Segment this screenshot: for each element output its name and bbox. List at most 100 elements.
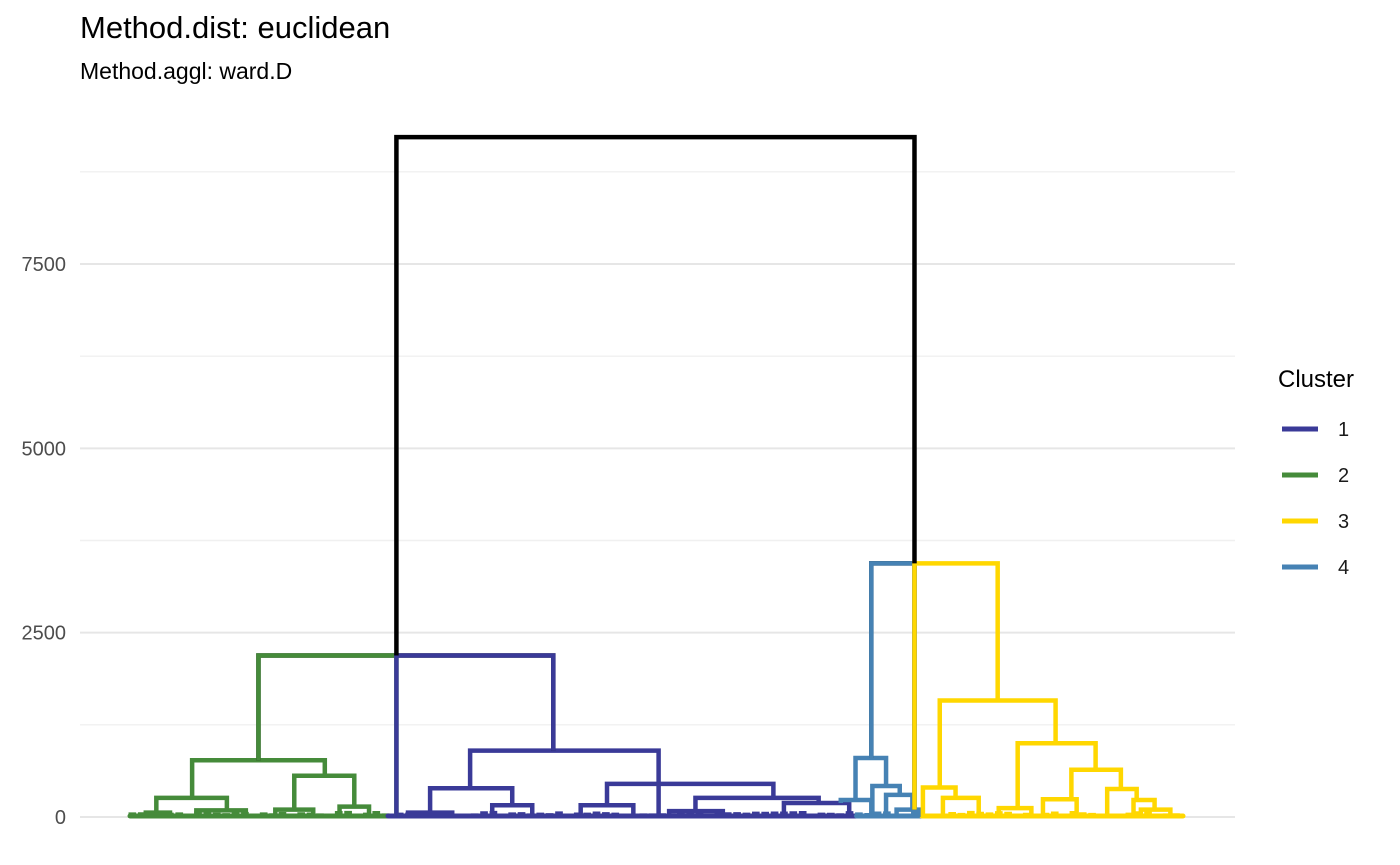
- leaf-branch: [1088, 812, 1096, 816]
- cluster-4-branch: [869, 561, 917, 810]
- cluster-3-branch: [912, 561, 1000, 810]
- leaf-branch: [826, 812, 835, 816]
- cluster-3-branch: [920, 785, 958, 817]
- cluster-1-branch: [693, 795, 821, 812]
- dendrogram-branches: [143, 134, 1173, 817]
- leaf-branch: [156, 813, 165, 817]
- leaf-branch: [353, 813, 362, 817]
- leaf-branch: [1060, 813, 1068, 817]
- cluster-3-branch: [1015, 741, 1098, 809]
- grid-lines: [80, 171, 1235, 818]
- leaf-branch: [1172, 813, 1180, 817]
- y-axis: 0 2500 5000 7500: [22, 254, 67, 829]
- leaf-branch: [705, 813, 713, 817]
- cluster-4-branch: [894, 807, 922, 817]
- cluster-3-branch: [1131, 797, 1157, 817]
- leaf-branch: [259, 812, 268, 816]
- leaf-branch: [555, 811, 563, 816]
- cluster-3-branch: [1138, 807, 1173, 817]
- cluster-1-branch: [781, 800, 852, 817]
- leaf-branch: [611, 812, 620, 816]
- y-tick-label: 0: [55, 807, 66, 829]
- leaf-branch: [175, 812, 184, 816]
- leaf-branch: [231, 811, 240, 816]
- cluster-3-branch: [996, 805, 1034, 817]
- leaf-branch: [184, 813, 193, 817]
- leaf-branch: [761, 811, 770, 816]
- leaf-branch: [751, 811, 760, 816]
- legend-label-1: 1: [1338, 419, 1349, 441]
- leaf-branch: [564, 813, 573, 817]
- leaf-branch: [147, 813, 155, 817]
- leaf-branch: [789, 811, 798, 816]
- leaf-branch: [297, 812, 306, 816]
- leaf-branch: [985, 812, 994, 816]
- leaf-branch: [203, 812, 212, 816]
- leaf-branch: [1050, 811, 1059, 816]
- legend-label-3: 3: [1338, 511, 1349, 533]
- cluster-1-branch: [604, 781, 776, 806]
- leaf-branch: [733, 812, 741, 816]
- leaf-branch: [742, 812, 751, 816]
- leaf-branch: [873, 811, 882, 816]
- leaf-branch: [344, 810, 352, 816]
- chart-title: Method.dist: euclidean: [80, 10, 391, 45]
- root-branch: [256, 653, 556, 761]
- cluster-3-branch: [1040, 797, 1079, 817]
- leaf-branch: [911, 811, 919, 816]
- chart-subtitle: Method.aggl: ward.D: [80, 58, 293, 84]
- leaf-branch: [278, 811, 287, 816]
- cluster-2-branch: [194, 808, 249, 817]
- cluster-2-branch: [256, 653, 399, 817]
- leaf-branch: [901, 813, 910, 817]
- cluster-1-branch: [489, 802, 535, 817]
- cluster-2-branch: [273, 807, 316, 817]
- leaf-branch: [414, 813, 423, 817]
- leaf-branch: [855, 812, 863, 816]
- legend-label-4: 4: [1338, 557, 1349, 579]
- leaf-branch: [1032, 813, 1040, 817]
- leaf-branch: [620, 813, 629, 817]
- y-tick-label: 2500: [22, 623, 67, 645]
- y-tick-label: 5000: [22, 438, 67, 460]
- leaf-branch: [929, 813, 938, 817]
- leaf-branch: [128, 812, 137, 816]
- leaf-branch: [508, 812, 517, 816]
- leaf-branch: [536, 812, 545, 816]
- cluster-3-branch: [1069, 767, 1124, 800]
- leaf-branch: [770, 811, 779, 816]
- leaf-branch: [287, 813, 296, 817]
- leaf-branch: [1153, 813, 1162, 817]
- leaf-branch: [517, 812, 526, 816]
- y-tick-label: 7500: [22, 254, 67, 276]
- leaf-branch: [1022, 812, 1031, 816]
- legend-title: Cluster: [1278, 366, 1354, 393]
- leaf-branch: [583, 812, 591, 816]
- leaf-branch: [686, 812, 695, 816]
- cluster-3-branch: [940, 795, 981, 817]
- root-branch: [394, 134, 917, 656]
- leaf-branch: [545, 813, 554, 817]
- cluster-2-branch: [189, 757, 328, 798]
- leaf-branch: [212, 812, 221, 816]
- leaf-branch: [639, 813, 648, 817]
- leaf-branch: [836, 813, 845, 817]
- leaf-branch: [1097, 813, 1106, 817]
- cluster-1-branch: [427, 785, 515, 813]
- leaf-branch: [470, 813, 479, 817]
- leaf-branch: [250, 813, 259, 817]
- leaf-branch: [222, 813, 231, 817]
- leaf-branch: [648, 813, 657, 817]
- leaf-branch: [498, 813, 507, 817]
- root-branch: [869, 561, 917, 810]
- leaf-branch: [723, 812, 732, 816]
- leaf-branch: [592, 811, 601, 816]
- cluster-1-branch: [467, 748, 661, 817]
- leaf-branch: [817, 812, 826, 816]
- leaf-branch: [602, 812, 610, 816]
- legend: Cluster 1 2 3 4: [1278, 366, 1354, 579]
- leaf-branch: [461, 813, 470, 817]
- legend-label-2: 2: [1338, 465, 1349, 487]
- leaf-branch: [372, 810, 381, 816]
